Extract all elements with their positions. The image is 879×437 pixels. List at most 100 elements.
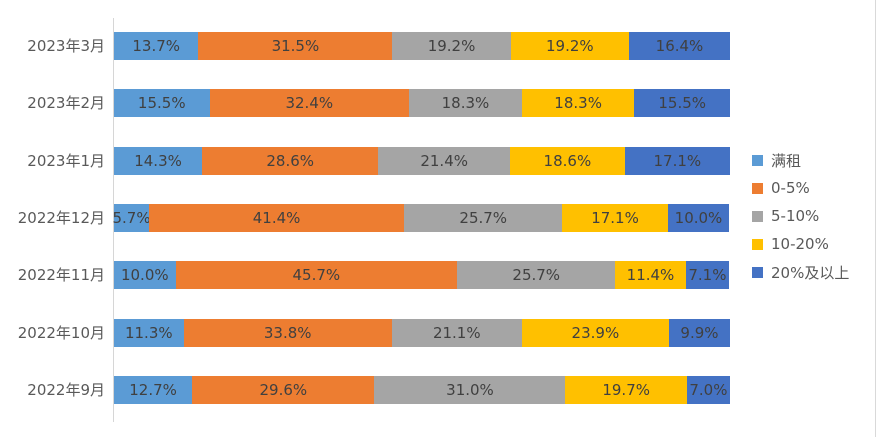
bar-segment-满租: 5.7%: [112, 204, 151, 232]
bar-segment-5-10%: 21.1%: [391, 319, 522, 347]
bar-segment-5-10%: 19.2%: [392, 32, 511, 60]
bar-segment-0-5%: 28.6%: [202, 147, 379, 175]
bar-track: 10.0% 45.7% 25.7% 11.4% 7.1%: [114, 261, 730, 289]
bar-track: 13.7% 31.5% 19.2% 19.2% 16.4%: [114, 32, 730, 60]
data-label: 18.6%: [543, 152, 592, 170]
bar-track: 5.7% 41.4% 25.7% 17.1% 10.0%: [112, 204, 730, 232]
data-label: 31.5%: [271, 37, 320, 55]
bar-segment-20%及以上: 16.4%: [628, 32, 730, 60]
data-label: 17.1%: [591, 209, 639, 227]
data-label: 5.7%: [112, 209, 151, 227]
data-label: 32.4%: [285, 94, 334, 112]
legend-item-满租: 满租: [752, 146, 849, 174]
chart-row: 2022年12月 5.7% 41.4% 25.7% 17.1% 10.0%: [0, 204, 879, 232]
bar-segment-10-20%: 23.9%: [521, 319, 669, 347]
bar-segment-20%及以上: 17.1%: [624, 147, 730, 175]
category-axis-label: 2022年12月: [17, 209, 105, 227]
bar-segment-满租: 14.3%: [114, 147, 203, 175]
bar-segment-满租: 10.0%: [114, 261, 176, 289]
data-label: 11.3%: [124, 324, 173, 342]
bar-track: 15.5% 32.4% 18.3% 18.3% 15.5%: [114, 89, 730, 117]
legend-swatch-icon: [752, 238, 763, 250]
legend-swatch-icon: [752, 266, 763, 278]
bar-segment-20%及以上: 7.1%: [685, 261, 730, 289]
y-axis-line: [113, 18, 114, 422]
chart-row: 2022年9月 12.7% 29.6% 31.0% 19.7% 7.0%: [0, 376, 879, 404]
bar-segment-满租: 12.7%: [114, 376, 193, 404]
legend-label: 20%及以上: [771, 263, 850, 282]
data-label: 41.4%: [252, 209, 301, 227]
bar-segment-10-20%: 19.7%: [565, 376, 687, 404]
bar-segment-0-5%: 29.6%: [192, 376, 375, 404]
bar-segment-0-5%: 45.7%: [175, 261, 458, 289]
bar-segment-20%及以上: 9.9%: [668, 319, 730, 347]
data-label: 25.7%: [459, 209, 508, 227]
bar-segment-5-10%: 18.3%: [409, 89, 522, 117]
data-label: 19.2%: [427, 37, 476, 55]
bar-segment-10-20%: 11.4%: [615, 261, 686, 289]
data-label: 11.4%: [626, 266, 675, 284]
data-label: 15.5%: [137, 94, 186, 112]
bar-segment-0-5%: 32.4%: [209, 89, 410, 117]
data-label: 45.7%: [292, 266, 341, 284]
data-label: 18.3%: [554, 94, 602, 112]
legend-item-5-10%: 5-10%: [752, 202, 849, 230]
category-axis-label: 2023年1月: [27, 152, 105, 170]
data-label: 33.8%: [263, 324, 312, 342]
legend: 满租 0-5% 5-10% 10-20% 20%及以上: [752, 146, 849, 286]
bar-segment-0-5%: 41.4%: [149, 204, 405, 232]
bar-segment-10-20%: 18.3%: [521, 89, 635, 117]
legend-label: 满租: [771, 151, 802, 170]
bar-segment-5-10%: 25.7%: [457, 261, 616, 289]
legend-item-10-20%: 10-20%: [752, 230, 849, 258]
legend-label: 0-5%: [771, 179, 810, 197]
bar-segment-满租: 15.5%: [114, 89, 210, 117]
data-label: 19.2%: [546, 37, 594, 55]
legend-item-0-5%: 0-5%: [752, 174, 849, 202]
data-label: 29.6%: [259, 381, 308, 399]
data-label: 17.1%: [653, 152, 702, 170]
bar-segment-满租: 13.7%: [114, 32, 199, 60]
data-label: 31.0%: [446, 381, 494, 399]
bar-segment-0-5%: 31.5%: [198, 32, 393, 60]
bar-segment-20%及以上: 10.0%: [667, 204, 730, 232]
data-label: 10.0%: [674, 209, 723, 227]
data-label: 13.7%: [132, 37, 181, 55]
category-axis-label: 2023年2月: [27, 94, 105, 112]
bar-segment-20%及以上: 7.0%: [686, 376, 730, 404]
chart-row: 2022年11月 10.0% 45.7% 25.7% 11.4% 7.1%: [0, 261, 879, 289]
category-axis-label: 2023年3月: [27, 37, 105, 55]
bar-segment-10-20%: 18.6%: [510, 147, 625, 175]
legend-swatch-icon: [752, 154, 763, 166]
legend-label: 5-10%: [771, 207, 820, 225]
chart-row: 2023年2月 15.5% 32.4% 18.3% 18.3% 15.5%: [0, 89, 879, 117]
data-label: 14.3%: [134, 152, 182, 170]
bar-segment-20%及以上: 15.5%: [634, 89, 730, 117]
bar-segment-满租: 11.3%: [114, 319, 184, 347]
category-axis-label: 2022年10月: [17, 324, 105, 342]
data-label: 28.6%: [266, 152, 315, 170]
category-axis-label: 2022年11月: [17, 266, 105, 284]
bar-segment-5-10%: 21.4%: [378, 147, 511, 175]
data-label: 9.9%: [680, 324, 719, 342]
data-label: 21.1%: [432, 324, 481, 342]
data-label: 21.4%: [420, 152, 468, 170]
bar-segment-10-20%: 19.2%: [510, 32, 629, 60]
data-label: 12.7%: [129, 381, 177, 399]
legend-label: 10-20%: [771, 235, 829, 253]
data-label: 7.0%: [689, 381, 728, 399]
right-border-line: [875, 0, 876, 437]
data-label: 10.0%: [120, 266, 169, 284]
bar-track: 14.3% 28.6% 21.4% 18.6% 17.1%: [114, 147, 730, 175]
legend-swatch-icon: [752, 210, 763, 222]
data-label: 25.7%: [512, 266, 561, 284]
data-label: 15.5%: [658, 94, 707, 112]
data-label: 18.3%: [441, 94, 490, 112]
bar-segment-10-20%: 17.1%: [562, 204, 668, 232]
bar-segment-5-10%: 25.7%: [404, 204, 563, 232]
chart-row: 2023年1月 14.3% 28.6% 21.4% 18.6% 17.1%: [0, 147, 879, 175]
bar-track: 12.7% 29.6% 31.0% 19.7% 7.0%: [114, 376, 730, 404]
category-axis-label: 2022年9月: [27, 381, 105, 399]
data-label: 7.1%: [688, 266, 727, 284]
